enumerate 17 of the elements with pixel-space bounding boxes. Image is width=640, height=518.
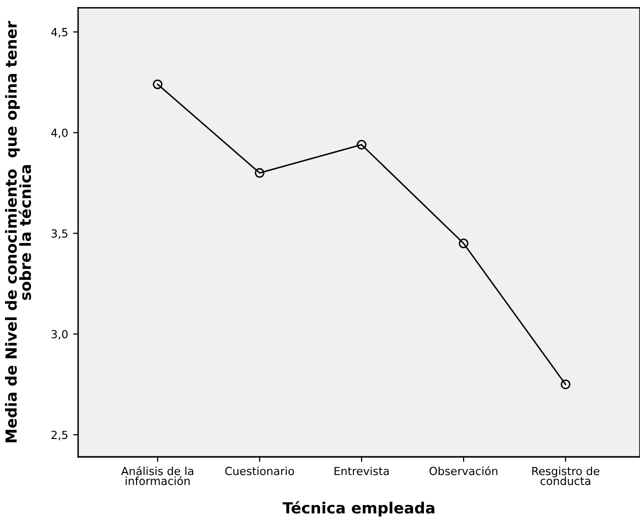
x-tick-label: Entrevista (334, 466, 389, 476)
y-axis-title: Media de Nivel de conocimiento que opina tener sobre la técnica (5, 21, 32, 442)
y-tick-label: 2,5 (52, 430, 68, 440)
y-tick-label: 4,5 (51, 28, 68, 38)
x-tick-label: Resgistro de conducta (532, 466, 600, 486)
x-tick-label: Análisis de la información (121, 466, 194, 486)
point (356, 140, 366, 150)
point (458, 238, 468, 248)
y-tick-label: 3,0 (52, 330, 68, 340)
point (560, 380, 570, 390)
point (152, 79, 162, 90)
y-tick-label: 4,0 (51, 128, 68, 138)
x-axis-title: Técnica empleada (282, 501, 434, 517)
point (254, 168, 264, 178)
y-tick-label: 3,5 (52, 229, 68, 239)
x-tick-label: Cuestionario (225, 466, 294, 476)
x-tick-label: Observación (429, 466, 498, 476)
